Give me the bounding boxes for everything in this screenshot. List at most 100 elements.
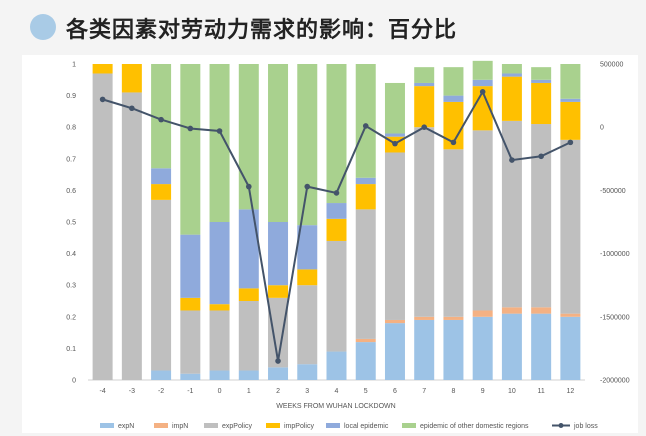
x-tick-label: -2 <box>158 388 164 395</box>
y-tick-label: 0.4 <box>66 251 76 258</box>
bar-impPolicy-5 <box>355 184 376 210</box>
bar-expN-10 <box>501 313 522 380</box>
y-tick-label: 0.3 <box>66 283 76 290</box>
bar-expPolicy--1 <box>180 310 201 374</box>
bar-expPolicy--2 <box>151 199 172 371</box>
y-tick-label: 0.5 <box>66 220 76 227</box>
legend-label: epidemic of other domestic regions <box>420 423 529 430</box>
bar-expN-5 <box>355 342 376 380</box>
bar-impPolicy--1 <box>180 297 201 311</box>
x-tick-label: 1 <box>247 388 251 395</box>
bar-impPolicy-8 <box>443 101 464 150</box>
bar-impPolicy-4 <box>326 218 347 241</box>
bar-epidemic-of-other-domestic-regions-4 <box>326 64 347 204</box>
bar-epidemic-of-other-domestic-regions-9 <box>472 60 493 80</box>
legend-label: expN <box>118 423 134 430</box>
legend-marker-job-loss <box>558 423 564 428</box>
job-loss-point-8 <box>450 139 457 146</box>
bar-expPolicy-0 <box>209 310 230 371</box>
x-tick-label: 9 <box>481 388 485 395</box>
job-loss-point-12 <box>567 139 574 146</box>
bar-impPolicy-11 <box>531 82 552 125</box>
bar-expN-9 <box>472 316 493 380</box>
bar-epidemic-of-other-domestic-regions--2 <box>151 64 172 169</box>
bar-impPolicy-2 <box>268 285 289 298</box>
bar-impPolicy-12 <box>560 101 581 140</box>
bar-impPolicy-7 <box>414 86 435 128</box>
legend-swatch-epidemic-of-other-domestic-regions <box>402 423 416 428</box>
x-tick-label: 6 <box>393 388 397 395</box>
bar-expN-6 <box>384 323 405 380</box>
bar-local-epidemic-7 <box>414 82 435 87</box>
bar-expN-12 <box>560 316 581 380</box>
x-tick-label: -3 <box>129 388 135 395</box>
job-loss-point--3 <box>129 105 135 112</box>
bar-expN-7 <box>414 319 435 380</box>
y2-tick-label: -1500000 <box>600 314 630 321</box>
bar-expN--2 <box>151 370 172 380</box>
bar-local-epidemic--1 <box>180 234 201 298</box>
bar-local-epidemic-2 <box>268 222 289 286</box>
bar-epidemic-of-other-domestic-regions-0 <box>209 64 230 222</box>
job-loss-point-10 <box>509 157 515 163</box>
bar-expPolicy-7 <box>414 127 435 317</box>
job-loss-point--2 <box>158 116 164 123</box>
legend-swatch-local-epidemic <box>326 423 340 428</box>
bar-epidemic-of-other-domestic-regions-10 <box>501 64 522 74</box>
x-tick-label: -1 <box>187 388 193 395</box>
bar-local-epidemic-6 <box>384 133 405 137</box>
job-loss-point-5 <box>362 123 369 129</box>
x-tick-label: 12 <box>566 388 574 395</box>
bar-expPolicy--3 <box>121 92 142 380</box>
job-loss-point-4 <box>333 190 340 196</box>
bar-expPolicy-9 <box>472 130 493 311</box>
bar-impN-9 <box>472 310 493 317</box>
job-loss-point-9 <box>479 89 486 95</box>
y2-tick-label: -1000000 <box>600 251 630 258</box>
bar-impPolicy-0 <box>209 304 230 311</box>
y-tick-label: 0.7 <box>66 156 76 163</box>
legend-label: impPolicy <box>284 423 314 430</box>
bar-expN--1 <box>180 373 201 380</box>
job-loss-point-7 <box>421 124 428 130</box>
bar-expN-0 <box>209 370 230 380</box>
bar-local-epidemic-5 <box>355 177 376 185</box>
bar-expN-11 <box>531 313 552 380</box>
x-tick-label: 11 <box>538 388 545 395</box>
bar-impPolicy-3 <box>297 269 318 286</box>
bar-local-epidemic-0 <box>209 222 230 305</box>
bar-impN-5 <box>355 338 376 343</box>
x-tick-label: 8 <box>451 388 455 395</box>
bar-expN-8 <box>443 319 464 380</box>
legend-swatch-impN <box>154 423 168 428</box>
bar-local-epidemic-3 <box>297 225 318 270</box>
bar-epidemic-of-other-domestic-regions--1 <box>180 64 201 235</box>
bar-impPolicy-1 <box>238 288 259 301</box>
bar-local-epidemic-12 <box>560 98 581 102</box>
x-tick-label: 2 <box>276 388 280 395</box>
y-tick-label: 0.1 <box>66 346 76 353</box>
bar-impN-6 <box>384 319 405 324</box>
legend-label: local epidemic <box>344 423 389 430</box>
bar-expN-2 <box>268 367 289 380</box>
legend-swatch-impPolicy <box>266 423 280 428</box>
bar-expPolicy-3 <box>297 285 318 365</box>
x-tick-label: 5 <box>364 388 368 395</box>
job-loss-point-6 <box>392 140 398 147</box>
x-tick-label: 3 <box>305 388 309 395</box>
x-tick-label: -4 <box>100 388 106 395</box>
bar-epidemic-of-other-domestic-regions-1 <box>238 64 259 210</box>
bar-epidemic-of-other-domestic-regions-8 <box>443 67 464 96</box>
bar-impN-7 <box>414 316 435 320</box>
y-tick-label: 1 <box>72 62 76 69</box>
bar-impPolicy-9 <box>472 86 493 131</box>
bar-epidemic-of-other-domestic-regions-12 <box>560 64 581 99</box>
y2-tick-label: 500000 <box>600 62 623 69</box>
y-tick-label: 0.2 <box>66 314 76 321</box>
bar-impPolicy--4 <box>92 64 113 74</box>
x-tick-label: 10 <box>508 388 516 395</box>
bar-epidemic-of-other-domestic-regions-11 <box>531 67 552 80</box>
bar-epidemic-of-other-domestic-regions-5 <box>355 64 376 178</box>
job-loss-point--1 <box>187 125 194 132</box>
